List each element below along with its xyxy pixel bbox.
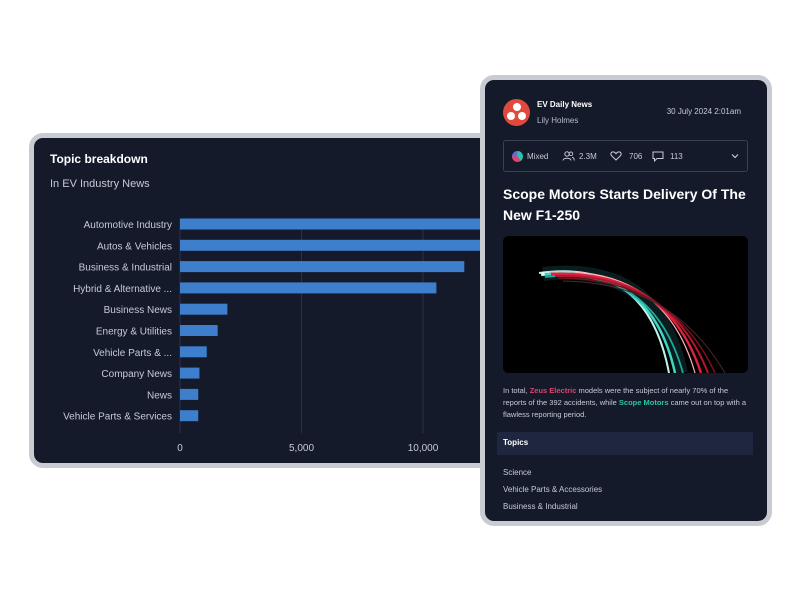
category-label: Business News: [104, 305, 172, 316]
highlight-scope-motors[interactable]: Scope Motors: [618, 398, 669, 407]
comments-value: 113: [670, 152, 683, 161]
category-label: Company News: [101, 369, 172, 380]
category-label: Vehicle Parts & Services: [63, 412, 172, 423]
category-label: Automotive Industry: [84, 220, 172, 231]
bar[interactable]: [180, 239, 489, 251]
topic-item[interactable]: Science: [503, 468, 532, 477]
likes-value: 706: [629, 151, 643, 161]
source-name[interactable]: EV Daily News: [537, 100, 593, 109]
x-tick-label: 10,000: [408, 443, 439, 454]
category-label: Hybrid & Alternative ...: [73, 284, 172, 295]
category-label: Autos & Vehicles: [97, 241, 172, 252]
article-headline[interactable]: Scope Motors Starts Delivery Of The New …: [503, 186, 746, 223]
snippet-text: came out on top with a flawless reportin…: [503, 398, 747, 419]
bar[interactable]: [180, 367, 200, 379]
bar[interactable]: [180, 410, 199, 422]
mixed-sentiment-dot: [512, 151, 523, 162]
topics-header: Topics: [497, 432, 753, 455]
article-card[interactable]: EV Daily News Lily Holmes 30 July 2024 2…: [480, 75, 772, 526]
category-label: Energy & Utilities: [96, 327, 172, 338]
article-image[interactable]: [503, 236, 748, 373]
article-snippet: In total, Zeus Electric models were the …: [503, 385, 748, 421]
bar[interactable]: [180, 303, 228, 315]
bar[interactable]: [180, 282, 437, 294]
article-stats-bar[interactable]: Mixed 2.3M 706 113: [503, 140, 748, 172]
chevron-down-icon[interactable]: [729, 150, 741, 162]
comment-icon: [652, 151, 664, 162]
likes-stat: 706: [610, 151, 642, 161]
snippet-text: models were the subject of nearly 70% of…: [503, 386, 729, 407]
bar[interactable]: [180, 261, 465, 273]
x-tick-label: 5,000: [289, 443, 314, 454]
highlight-zeus-electric[interactable]: Zeus Electric: [529, 386, 577, 395]
topic-breakdown-panel: 0 5,000 10,000 Automotive Industry Autos & V…: [29, 133, 494, 468]
source-logo-icon: [503, 99, 530, 126]
bar[interactable]: [180, 346, 207, 358]
reach-stat: 2.3M: [562, 151, 597, 161]
topic-breakdown-chart: 0 5,000 10,000 Automotive Industry Autos & V…: [63, 218, 489, 454]
light-trails-image: [503, 236, 748, 373]
snippet-text: In total,: [503, 386, 530, 395]
category-label: Vehicle Parts & ...: [93, 348, 172, 359]
publish-date: 30 July 2024 2:01am: [666, 107, 741, 116]
panel-subtitle: In EV Industry News: [50, 178, 150, 190]
comments-stat: 113: [652, 151, 683, 162]
heart-icon: [610, 151, 622, 161]
category-label: Business & Industrial: [79, 263, 172, 274]
sentiment-label: Mixed: [527, 152, 549, 161]
x-tick-label: 0: [177, 443, 183, 454]
sentiment-stat: Mixed: [512, 151, 548, 162]
bar[interactable]: [180, 218, 489, 230]
topic-item[interactable]: Vehicle Parts & Accessories: [503, 485, 603, 494]
reach-value: 2.3M: [579, 151, 597, 161]
category-label: News: [147, 390, 172, 401]
author-name: Lily Holmes: [537, 116, 579, 125]
users-icon: [562, 151, 575, 161]
topic-item[interactable]: Business & Industrial: [503, 502, 578, 511]
bar[interactable]: [180, 388, 199, 400]
bar[interactable]: [180, 325, 218, 336]
panel-title: Topic breakdown: [50, 152, 148, 166]
